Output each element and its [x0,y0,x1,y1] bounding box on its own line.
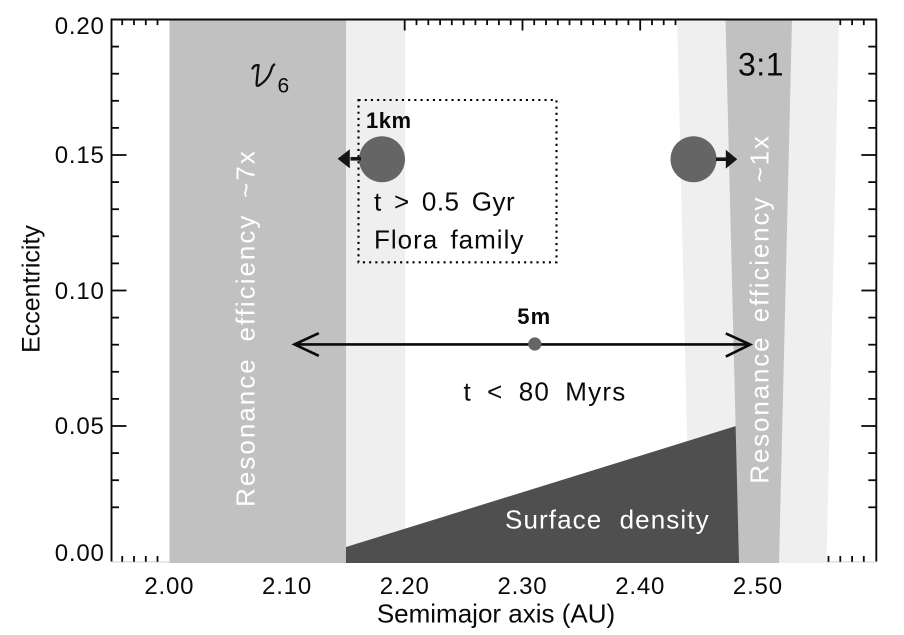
svg-text:6: 6 [278,75,290,98]
